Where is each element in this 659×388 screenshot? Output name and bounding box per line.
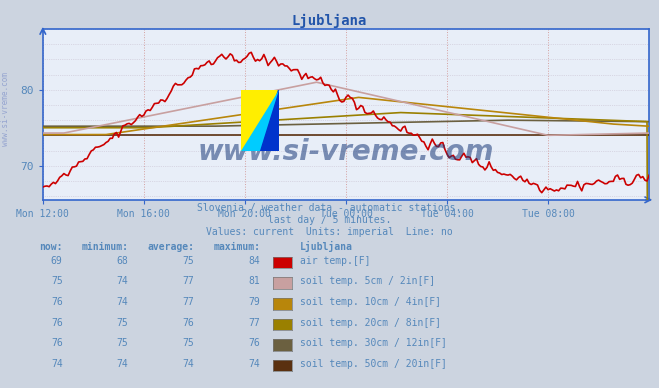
Text: 74: 74 [183,359,194,369]
Text: 79: 79 [248,297,260,307]
Text: 77: 77 [183,276,194,286]
Text: soil temp. 30cm / 12in[F]: soil temp. 30cm / 12in[F] [300,338,447,348]
Text: www.si-vreme.com: www.si-vreme.com [1,72,10,146]
Text: Ljubljana: Ljubljana [292,14,367,28]
Text: 76: 76 [51,338,63,348]
Text: 69: 69 [51,256,63,266]
Text: 74: 74 [117,276,129,286]
Text: 75: 75 [51,276,63,286]
Text: 74: 74 [51,359,63,369]
Text: air temp.[F]: air temp.[F] [300,256,370,266]
Text: 74: 74 [117,359,129,369]
Text: soil temp. 50cm / 20in[F]: soil temp. 50cm / 20in[F] [300,359,447,369]
Text: 77: 77 [248,317,260,327]
Polygon shape [260,90,279,151]
Text: 77: 77 [183,297,194,307]
Text: Slovenia / weather data - automatic stations.: Slovenia / weather data - automatic stat… [197,203,462,213]
Text: 68: 68 [117,256,129,266]
Text: soil temp. 5cm / 2in[F]: soil temp. 5cm / 2in[F] [300,276,435,286]
Text: 74: 74 [117,297,129,307]
Text: 81: 81 [248,276,260,286]
Text: 75: 75 [117,338,129,348]
Text: average:: average: [148,242,194,252]
Text: Ljubljana: Ljubljana [300,241,353,252]
Text: 76: 76 [248,338,260,348]
Text: now:: now: [39,242,63,252]
Text: last day / 5 minutes.: last day / 5 minutes. [268,215,391,225]
Text: 75: 75 [183,338,194,348]
Text: 76: 76 [183,317,194,327]
Text: 76: 76 [51,297,63,307]
Polygon shape [260,90,279,151]
Text: soil temp. 20cm / 8in[F]: soil temp. 20cm / 8in[F] [300,317,441,327]
Text: 84: 84 [248,256,260,266]
Text: minimum:: minimum: [82,242,129,252]
Polygon shape [241,90,279,151]
Text: 76: 76 [51,317,63,327]
Text: 75: 75 [183,256,194,266]
Text: 75: 75 [117,317,129,327]
Text: Values: current  Units: imperial  Line: no: Values: current Units: imperial Line: no [206,227,453,237]
Text: soil temp. 10cm / 4in[F]: soil temp. 10cm / 4in[F] [300,297,441,307]
Text: 74: 74 [248,359,260,369]
Text: maximum:: maximum: [214,242,260,252]
Text: www.si-vreme.com: www.si-vreme.com [198,138,494,166]
